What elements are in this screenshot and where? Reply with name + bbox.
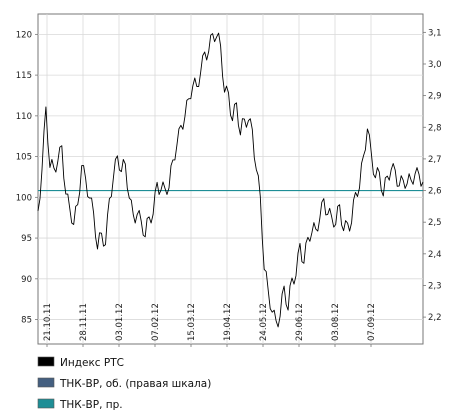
left-tick-label: 120 <box>16 30 32 40</box>
right-tick-label: 2,2 <box>428 313 442 323</box>
left-tick-label: 105 <box>16 153 32 163</box>
x-tick-label: 19.04.12 <box>223 303 233 341</box>
plot-frame <box>37 13 424 345</box>
legend-item-tnk-price[interactable]: ТНК-BP, пр. <box>37 398 123 411</box>
x-tick-label: 07.09.12 <box>367 303 377 341</box>
right-tick-label: 3,1 <box>428 28 442 38</box>
right-tick-label: 2,9 <box>428 92 442 102</box>
left-axis: 85 90 95 100 105 110 115 120 <box>16 30 38 326</box>
legend-label-tnk-price: ТНК-BP, пр. <box>59 399 123 411</box>
right-tick-label: 2,8 <box>428 123 442 133</box>
legend-item-rts[interactable]: Индекс РТС <box>37 356 124 369</box>
x-tick-label: 24.05.12 <box>259 303 269 341</box>
right-tick-label: 2,6 <box>428 187 442 197</box>
right-tick-label: 3,0 <box>428 60 442 70</box>
right-tick-label: 2,7 <box>428 155 442 165</box>
left-tick-label: 90 <box>21 275 32 285</box>
series-layer <box>37 32 424 328</box>
legend: Индекс РТС ТНК-BP, об. (правая шкала) ТН… <box>37 356 211 411</box>
right-tick-label: 2,3 <box>428 281 442 291</box>
right-axis: 2,2 2,3 2,4 2,5 2,6 2,7 2,8 2,9 3,0 3,1 <box>423 28 442 323</box>
left-tick-label: 85 <box>21 316 32 326</box>
x-tick-label: 29.06.12 <box>295 303 305 341</box>
x-axis: 21.10.11 28.11.11 03.01.12 07.02.12 15.03.12… <box>43 303 377 347</box>
legend-swatch-tnk-volume <box>37 377 55 388</box>
left-tick-label: 115 <box>16 71 32 81</box>
legend-swatch-rts <box>37 356 55 367</box>
legend-label-rts: Индекс РТС <box>60 357 124 369</box>
right-tick-label: 2,5 <box>428 218 442 228</box>
x-tick-label: 28.11.11 <box>79 303 89 341</box>
left-tick-label: 95 <box>21 234 32 244</box>
legend-item-tnk-volume[interactable]: ТНК-BP, об. (правая шкала) <box>37 377 211 390</box>
left-tick-label: 110 <box>16 112 32 122</box>
x-tick-label: 07.02.12 <box>151 303 161 341</box>
left-tick-label: 100 <box>16 193 32 203</box>
grid <box>38 14 423 344</box>
x-tick-label: 21.10.11 <box>43 303 53 341</box>
x-tick-label: 15.03.12 <box>187 303 197 341</box>
right-tick-label: 2,4 <box>428 250 442 260</box>
x-tick-label: 03.08.12 <box>331 303 341 341</box>
x-tick-label: 03.01.12 <box>115 303 125 341</box>
rts-index-line <box>37 32 424 328</box>
legend-swatch-tnk-price <box>37 398 55 409</box>
legend-label-tnk-volume: ТНК-BP, об. (правая шкала) <box>59 378 211 390</box>
